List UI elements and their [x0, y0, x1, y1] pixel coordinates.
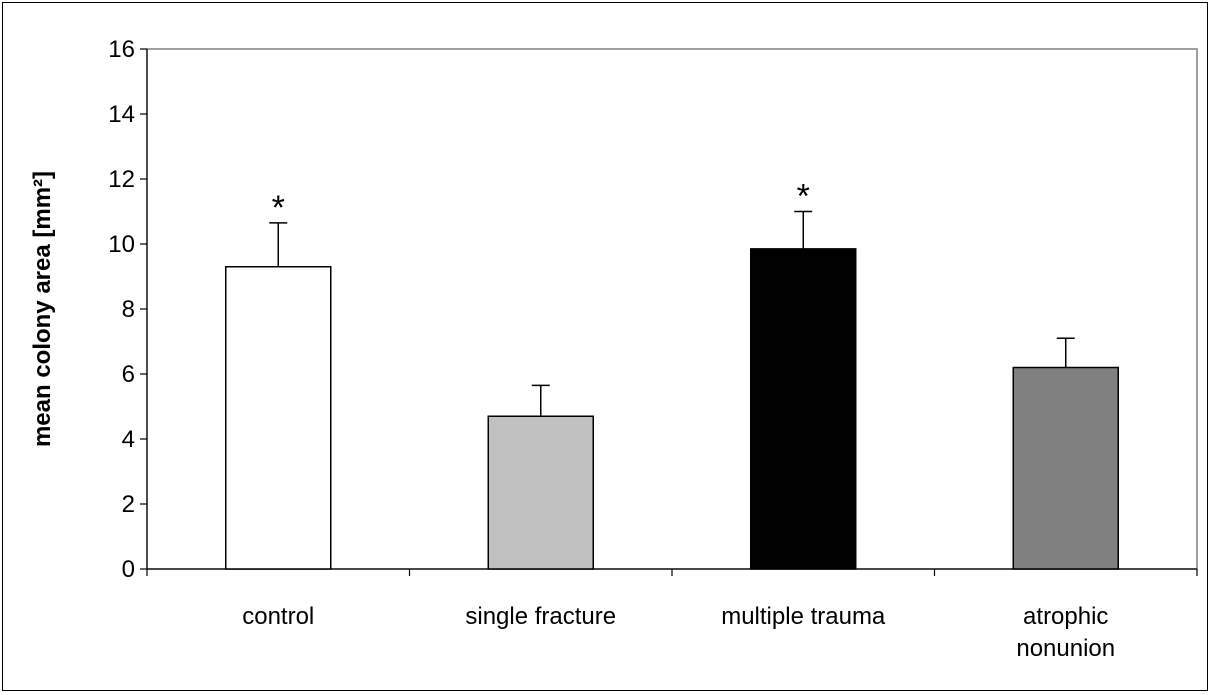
y-tick-label: 8 [122, 296, 135, 323]
y-tick-label: 10 [108, 231, 135, 258]
y-axis-title: mean colony area [mm²] [29, 171, 56, 447]
y-tick-label: 12 [108, 166, 135, 193]
bar [1012, 366, 1119, 570]
category-label: multiple trauma [721, 603, 886, 630]
y-tick-label: 16 [108, 36, 135, 63]
category-label: nonunion [1016, 635, 1115, 662]
category-label: single fracture [465, 603, 616, 630]
bar [225, 266, 332, 570]
y-tick-label: 6 [122, 361, 135, 388]
significance-marker: * [797, 178, 810, 216]
bar [487, 415, 594, 570]
significance-marker: * [272, 189, 285, 227]
y-tick-label: 0 [122, 556, 135, 583]
category-label: control [242, 603, 314, 630]
bar [750, 248, 857, 570]
y-tick-label: 4 [122, 426, 135, 453]
y-tick-label: 2 [122, 491, 135, 518]
category-label: atrophic [1023, 603, 1108, 630]
y-tick-label: 14 [108, 101, 135, 128]
